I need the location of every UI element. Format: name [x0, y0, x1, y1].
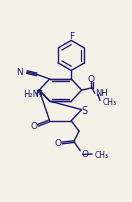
- Text: NH: NH: [95, 89, 108, 98]
- Text: O: O: [81, 149, 88, 158]
- Text: N: N: [16, 68, 23, 77]
- Text: O: O: [88, 74, 95, 83]
- Text: H₂N: H₂N: [23, 90, 39, 99]
- Text: F: F: [69, 32, 74, 40]
- Text: CH₃: CH₃: [95, 150, 109, 159]
- Text: N: N: [35, 90, 42, 99]
- Text: O: O: [55, 138, 62, 147]
- Text: CH₃: CH₃: [102, 98, 116, 107]
- Text: S: S: [81, 105, 87, 115]
- Text: O: O: [30, 121, 37, 130]
